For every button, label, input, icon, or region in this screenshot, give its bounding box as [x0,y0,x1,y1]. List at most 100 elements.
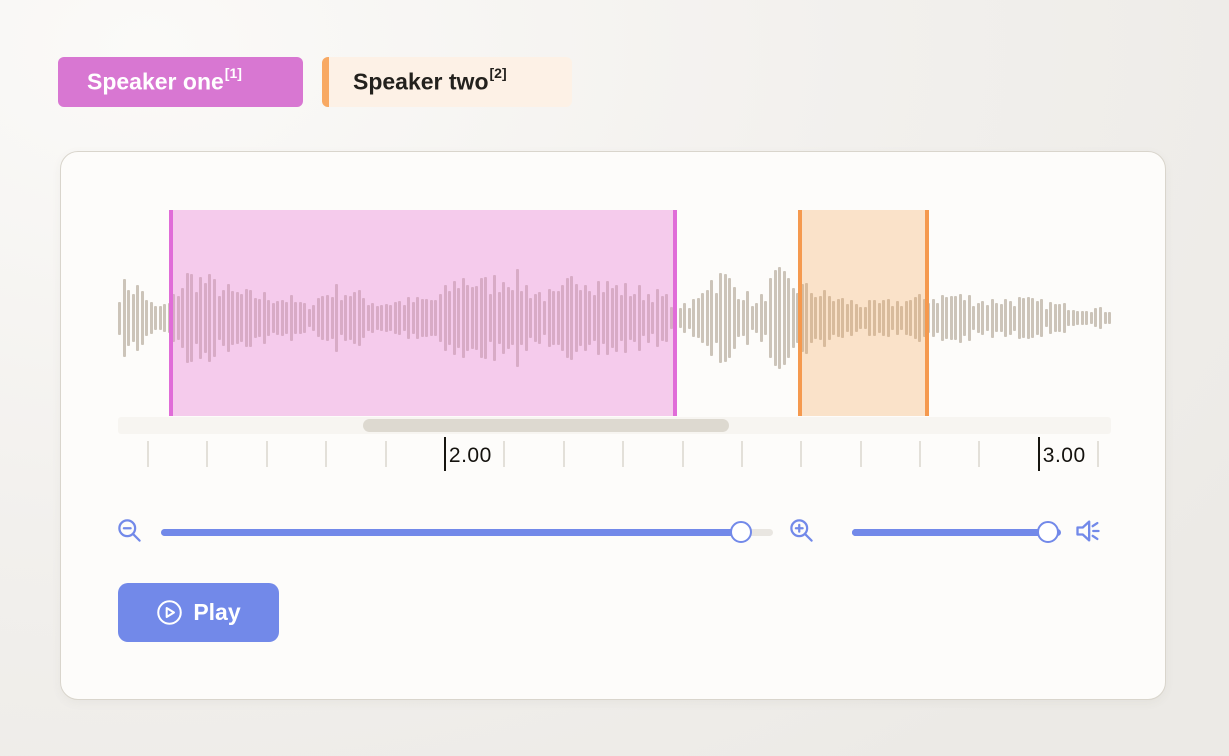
wave-bar [728,277,732,359]
wave-bar [646,293,650,343]
volume-slider[interactable] [852,517,1061,547]
wave-bar [362,298,366,338]
wave-bar [705,289,709,346]
volume-slider-thumb[interactable] [1037,521,1060,543]
wave-bar [411,301,415,335]
wave-bar [194,292,198,344]
region-speaker-two[interactable] [798,210,929,416]
wave-bar [262,292,266,344]
wave-bar [289,295,293,341]
wave-bar [439,293,442,343]
speaker-one-hotkey: [1] [224,65,242,82]
wave-bar [348,296,352,340]
wave-bar [1031,298,1035,338]
wave-bar [127,290,130,346]
wave-bar [244,288,248,348]
wave-bar [859,307,863,329]
wave-bar [1049,302,1053,334]
wave-bar [782,270,786,366]
wave-bar [429,300,433,336]
wave-bar [203,283,207,353]
wave-bar [1094,308,1098,328]
wave-bar [556,290,560,346]
wave-bar [660,295,664,341]
wave-bar [945,296,949,340]
wave-bar [759,293,763,343]
wave-bar [701,293,705,343]
wave-bar [574,284,578,352]
wave-bar [719,273,723,363]
wave-bar [1035,301,1039,335]
zoom-in-icon [788,517,815,547]
wave-bar [615,284,619,352]
speaker-two-label[interactable]: Speaker two[2] [322,57,572,107]
zoom-slider-fill [161,528,742,536]
wave-bar [565,278,569,358]
wave-bar [280,299,284,337]
speaker-one-name: Speaker one [87,68,224,95]
wave-bar [872,299,876,337]
waveform-scrollbar[interactable] [118,417,1111,434]
wave-bar [904,301,908,335]
wave-bar [900,306,904,330]
wave-bar [294,301,298,335]
volume-button[interactable] [1073,517,1103,547]
ruler-tick-minor [800,441,803,467]
wave-bar [999,303,1003,332]
wave-bar [990,298,994,338]
wave-bar [737,299,741,337]
wave-bar [1026,297,1030,339]
wave-bar [1058,303,1062,333]
wave-bar [353,292,357,344]
scrollbar-thumb[interactable] [362,419,729,432]
wave-bar [502,281,506,355]
wave-bar [154,306,158,330]
wave-bar [122,279,126,357]
wave-bar [931,298,935,337]
audio-player-card: 2.00 3.00 [60,151,1166,700]
wave-bar [357,290,361,346]
wave-bar [249,289,253,347]
zoom-in-button[interactable] [786,517,816,547]
wave-bar [610,287,614,349]
waveform-bars [118,210,1111,416]
wave-bar [145,300,149,336]
wave-bar [1040,299,1044,337]
wave-bar [954,296,958,340]
wave-bar [868,300,872,336]
speaker-one-label[interactable]: Speaker one[1] [58,57,303,107]
wave-bar [1099,306,1102,330]
wave-bar [963,299,967,336]
wave-bar [836,298,840,338]
wave-bar [181,287,185,349]
wave-bar [402,304,406,332]
wave-bar [750,305,754,331]
wave-bar [1022,297,1026,339]
wave-bar [524,285,528,351]
wave-bar [891,306,894,330]
zoom-out-icon [116,517,143,547]
wave-bar [678,307,682,329]
wave-bar [895,300,899,336]
wave-bar [434,300,438,336]
wave-bar [222,289,225,347]
wave-bar [579,290,583,346]
zoom-out-button[interactable] [114,517,144,547]
wave-bar [529,297,533,339]
wave-bar [407,296,411,340]
ruler-tick-minor [681,441,684,467]
wave-bar [755,303,759,333]
zoom-slider[interactable] [161,517,773,547]
waveform[interactable] [118,210,1111,416]
wave-bar [479,277,483,359]
wave-bar [1067,310,1071,326]
region-speaker-one[interactable] [169,210,678,416]
wave-bar [637,285,641,351]
wave-bar [1004,298,1007,338]
timeline-ruler: 2.00 3.00 [118,437,1111,471]
wave-bar [538,292,542,344]
zoom-slider-thumb[interactable] [730,521,753,543]
wave-bar [827,296,831,340]
play-button[interactable]: Play [118,583,279,642]
